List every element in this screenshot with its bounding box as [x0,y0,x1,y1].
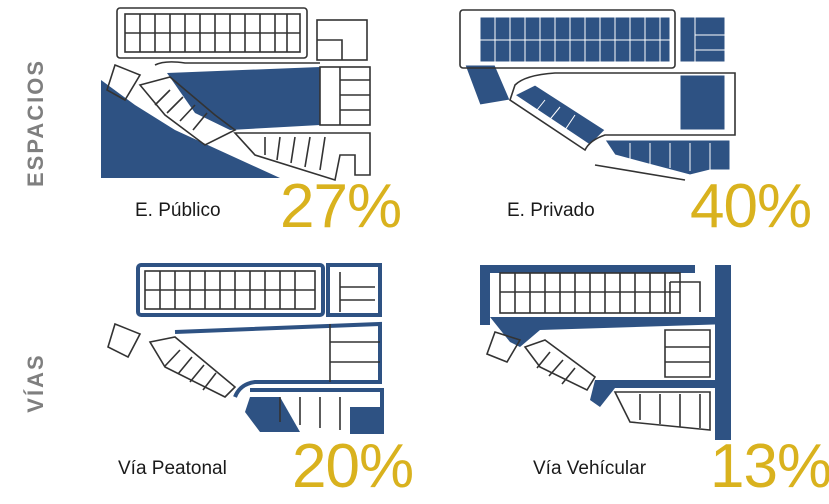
panel-via-peatonal [100,262,390,442]
panel-via-vehicular [465,262,755,442]
panel-espacio-publico [95,5,385,185]
map-espacio-publico [101,7,371,182]
percent-via-peatonal: 20% [292,432,414,501]
row-label-espacios: ESPACIOS [23,58,48,188]
caption-via-vehicular: Vía Vehícular [533,458,647,479]
caption-espacio-publico: E. Público [135,200,221,221]
percent-espacio-publico: 27% [280,172,402,241]
row-label-vias: VÍAS [23,353,48,413]
panel-espacio-privado [455,5,745,185]
map-espacio-privado [459,9,736,181]
percent-espacio-privado: 40% [690,172,812,241]
caption-espacio-privado: E. Privado [507,200,595,221]
percent-via-vehicular: 13% [710,432,829,501]
caption-via-peatonal: Vía Peatonal [118,458,227,479]
map-via-peatonal [107,263,384,434]
map-via-vehicular [480,265,731,440]
